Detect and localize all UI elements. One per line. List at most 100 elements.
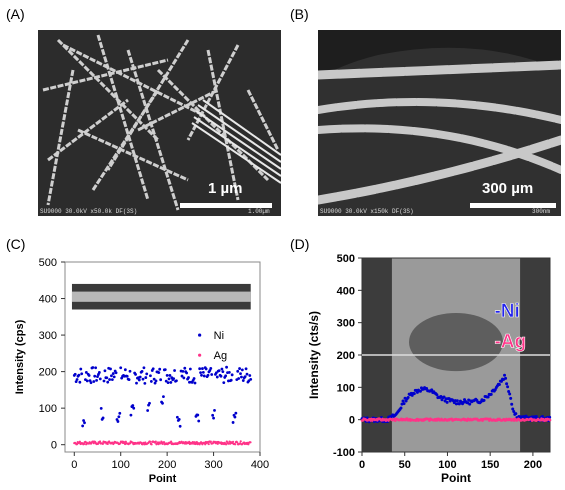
legend-ag-label: Ag — [214, 350, 227, 362]
ni-point — [102, 379, 106, 383]
ni-point — [135, 381, 138, 385]
ni-point — [87, 374, 91, 377]
ni-point — [89, 381, 93, 385]
ni-point — [239, 372, 242, 376]
ni-point — [101, 416, 105, 420]
ni-point — [146, 409, 150, 412]
ni-point — [418, 389, 422, 393]
ni-point — [158, 367, 162, 371]
ni-point — [153, 381, 157, 385]
ni-point — [172, 377, 176, 381]
ni-point — [138, 375, 142, 379]
ni-point — [114, 371, 118, 375]
ag-point — [239, 440, 242, 443]
ni-point — [91, 366, 95, 369]
scale-label-b: 300 µm — [482, 180, 534, 197]
ni-point — [119, 366, 123, 370]
ni-point — [83, 421, 86, 425]
ni-point — [196, 413, 200, 417]
ni-point — [435, 393, 439, 397]
ni-point — [111, 372, 115, 375]
ag-point — [236, 441, 239, 444]
ni-point — [173, 369, 176, 372]
ag-point — [163, 441, 166, 444]
ni-point — [215, 375, 219, 379]
legend-ni-label: -Ni — [494, 301, 519, 322]
ni-point — [94, 366, 98, 370]
ni-point — [230, 373, 234, 377]
y-tick-label: 0 — [51, 440, 57, 452]
ni-point — [167, 377, 171, 381]
plot-frame — [64, 261, 261, 453]
ni-point — [177, 418, 181, 421]
y-tick-label: 0 — [349, 415, 355, 427]
ni-point — [175, 379, 178, 383]
ni-point — [497, 383, 501, 387]
ni-point — [75, 378, 79, 381]
x-tick-label: 100 — [112, 459, 130, 471]
ni-point — [504, 376, 508, 380]
ni-point — [192, 377, 196, 380]
legend-ni-marker — [198, 333, 202, 337]
x-tick-label: 50 — [399, 459, 411, 471]
x-tick-label: 150 — [481, 459, 499, 471]
ni-point — [169, 381, 173, 384]
sem-footer-scale-b: 300nm — [532, 208, 551, 215]
ni-point — [78, 380, 82, 384]
ni-point — [200, 373, 203, 377]
scale-bar-a — [180, 203, 272, 208]
panel-label-a: (A) — [6, 6, 25, 22]
ni-point — [402, 402, 406, 406]
ni-point — [84, 371, 88, 374]
ni-point — [161, 401, 164, 405]
ag-point — [128, 442, 132, 445]
legend-ag-label: -Ag — [494, 332, 526, 353]
panel-label-b: (B) — [290, 6, 309, 22]
nanowire-closeup-image — [318, 30, 561, 216]
ni-point — [202, 374, 206, 378]
ni-point — [210, 373, 214, 376]
scale-label-a: 1 µm — [208, 180, 243, 197]
x-tick-label: 200 — [524, 459, 542, 471]
ni-point — [193, 381, 197, 385]
ni-point — [457, 402, 461, 406]
ni-point — [199, 371, 202, 375]
ni-point — [236, 369, 240, 373]
y-tick-label: 500 — [337, 253, 355, 265]
ag-point — [106, 442, 109, 446]
ni-point — [213, 408, 216, 412]
ni-point — [220, 367, 224, 371]
ni-point — [506, 385, 510, 389]
ni-point — [125, 374, 129, 378]
ni-point — [109, 367, 112, 371]
ni-point — [164, 379, 168, 383]
ni-point — [510, 402, 514, 406]
ni-point — [499, 379, 503, 383]
ni-point — [129, 413, 133, 417]
ni-point — [92, 380, 96, 383]
inset-wire — [71, 291, 251, 302]
ni-point — [162, 395, 165, 399]
y-tick-label: 100 — [39, 403, 57, 415]
ni-point — [198, 367, 202, 371]
ni-point — [99, 406, 103, 410]
ni-point — [157, 371, 161, 375]
ni-point — [507, 389, 511, 393]
y-tick-label: 300 — [39, 330, 57, 342]
ni-point — [74, 380, 78, 383]
ni-point — [168, 374, 172, 377]
ni-point — [149, 374, 152, 378]
x-axis-label: Point — [441, 471, 471, 485]
x-tick-label: 400 — [251, 459, 269, 471]
ni-point — [151, 367, 155, 371]
ni-point — [144, 376, 148, 379]
ni-point — [217, 369, 221, 373]
ag-point — [96, 442, 100, 446]
ni-point — [514, 412, 518, 416]
ni-point — [163, 368, 167, 372]
y-tick-label: 500 — [39, 257, 57, 269]
ag-point — [209, 440, 212, 443]
ni-point — [221, 370, 225, 374]
ni-point — [241, 379, 245, 382]
ni-point — [166, 381, 170, 385]
